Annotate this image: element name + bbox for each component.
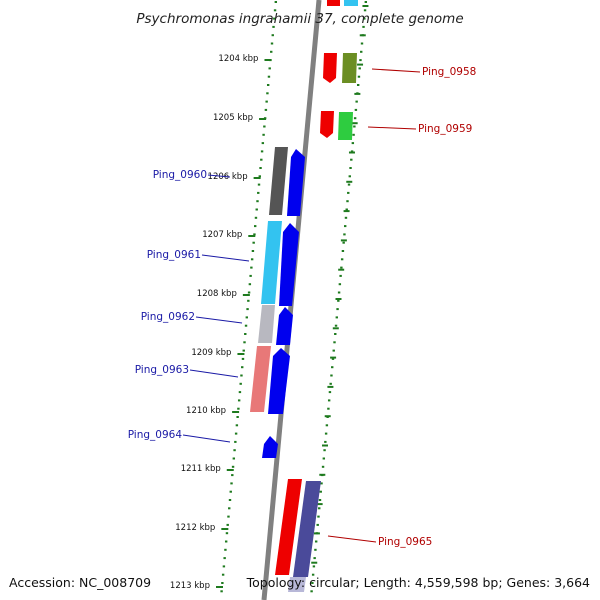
tick-marks — [220, 1, 369, 593]
gene-label[interactable]: Ping_0961 — [147, 249, 201, 261]
accession-text: Accession: NC_008709 — [9, 575, 151, 590]
gene-ping-0963-salmon[interactable] — [250, 346, 271, 412]
gene-label[interactable]: Ping_0964 — [128, 429, 183, 441]
gene-label[interactable]: Ping_0965 — [378, 536, 432, 548]
gene-ping-0963-blue[interactable] — [268, 348, 290, 414]
gene-ping-0958-olive[interactable] — [342, 53, 357, 83]
scale-label: 1208 kbp — [197, 289, 237, 299]
gene-label[interactable]: Ping_0963 — [135, 364, 189, 376]
leader-lines — [182, 68, 421, 543]
genome-summary-text: Topology: circular; Length: 4,559,598 bp… — [246, 575, 590, 590]
gene-label[interactable]: Ping_0958 — [422, 66, 476, 78]
gene-ping-0965-red[interactable] — [275, 479, 302, 575]
gene-ping-0962-gray[interactable] — [258, 305, 275, 343]
gene-label[interactable]: Ping_0960 — [153, 169, 207, 181]
leader-line — [189, 369, 239, 378]
gene-ping-0964-blue[interactable] — [262, 436, 278, 458]
gene-ping-0962-blue[interactable] — [276, 307, 293, 345]
gene-ping-0959-red[interactable] — [320, 111, 334, 138]
gene-ping-0965-slate[interactable] — [293, 481, 321, 577]
leader-line — [327, 535, 377, 543]
gene-block[interactable] — [344, 0, 358, 6]
gene-labels: Ping_0960 Ping_0961 Ping_0962 Ping_0963 Ping… — [128, 66, 477, 548]
leader-line — [367, 126, 417, 130]
leader-line — [371, 68, 421, 73]
gene-ping-0960-blue[interactable] — [287, 149, 305, 216]
leader-line — [182, 434, 231, 443]
gene-ping-0959-green[interactable] — [338, 112, 353, 140]
scale-label: 1213 kbp — [170, 581, 210, 591]
gene-ping-0961-blue[interactable] — [279, 223, 299, 306]
gene-label[interactable]: Ping_0959 — [418, 123, 472, 135]
scale-label: 1210 kbp — [186, 406, 226, 416]
gene-features — [250, 0, 358, 592]
leader-line — [201, 254, 250, 262]
leader-line — [195, 316, 243, 324]
scale-label: 1204 kbp — [218, 54, 258, 64]
scale-label: 1212 kbp — [175, 523, 215, 533]
gene-block-faded[interactable] — [288, 577, 306, 592]
genome-title: Psychromonas ingrahamii 37, complete gen… — [136, 11, 463, 27]
scale-label: 1211 kbp — [181, 464, 221, 474]
scale-label: 1209 kbp — [191, 348, 231, 358]
gene-block[interactable] — [327, 0, 340, 6]
scale-label: 1207 kbp — [202, 230, 242, 240]
gene-label[interactable]: Ping_0962 — [141, 311, 195, 323]
gene-ping-0958-red[interactable] — [323, 53, 337, 83]
gene-ping-0961-cyan[interactable] — [261, 221, 282, 304]
gene-ping-0960-gray[interactable] — [269, 147, 288, 215]
leader-line — [207, 174, 231, 178]
scale-label: 1205 kbp — [213, 113, 253, 123]
